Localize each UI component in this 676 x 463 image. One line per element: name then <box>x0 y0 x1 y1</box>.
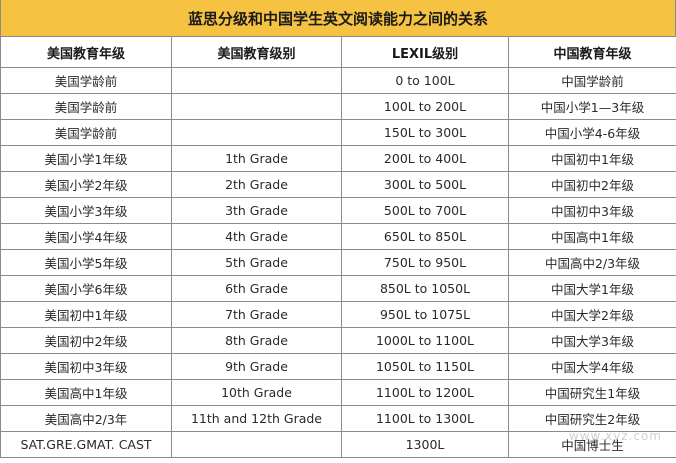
cell-us-grade: 美国初中2年级 <box>0 327 172 354</box>
cell-lexile-range: 500L to 700L <box>341 197 509 224</box>
cell-china-grade: 中国大学3年级 <box>508 327 676 354</box>
cell-us-level: 1th Grade <box>171 145 342 172</box>
cell-us-grade: 美国小学5年级 <box>0 249 172 276</box>
cell-china-grade: 中国小学4-6年级 <box>508 119 676 146</box>
cell-us-grade: 美国小学2年级 <box>0 171 172 198</box>
cell-china-grade: 中国初中3年级 <box>508 197 676 224</box>
table-row: 美国小学4年级 4th Grade 650L to 850L 中国高中1年级 <box>0 223 676 250</box>
cell-us-grade: 美国初中3年级 <box>0 353 172 380</box>
cell-lexile-range: 1050L to 1150L <box>341 353 509 380</box>
cell-lexile-range: 950L to 1075L <box>341 301 509 328</box>
header-us-level: 美国教育级别 <box>171 36 342 68</box>
header-china-grade: 中国教育年级 <box>508 36 676 68</box>
cell-us-level: 10th Grade <box>171 379 342 406</box>
cell-lexile-range: 150L to 300L <box>341 119 509 146</box>
cell-us-level: 6th Grade <box>171 275 342 302</box>
cell-us-level: 2th Grade <box>171 171 342 198</box>
cell-china-grade: 中国高中2/3年级 <box>508 249 676 276</box>
cell-china-grade: 中国小学1—3年级 <box>508 93 676 120</box>
cell-us-grade: 美国学龄前 <box>0 67 172 94</box>
cell-us-grade: 美国小学1年级 <box>0 145 172 172</box>
cell-us-level <box>171 119 342 146</box>
table-row: 美国小学6年级 6th Grade 850L to 1050L 中国大学1年级 <box>0 275 676 302</box>
cell-us-grade: 美国小学4年级 <box>0 223 172 250</box>
cell-lexile-range: 300L to 500L <box>341 171 509 198</box>
cell-us-grade: 美国学龄前 <box>0 119 172 146</box>
cell-china-grade: 中国初中2年级 <box>508 171 676 198</box>
header-row: 美国教育年级 美国教育级别 LEXIL级别 中国教育年级 <box>0 36 676 68</box>
cell-china-grade: 中国大学2年级 <box>508 301 676 328</box>
cell-us-grade: SAT.GRE.GMAT. CAST <box>0 431 172 458</box>
cell-us-grade: 美国高中2/3年 <box>0 405 172 432</box>
cell-china-grade: 中国初中1年级 <box>508 145 676 172</box>
cell-lexile-range: 1100L to 1200L <box>341 379 509 406</box>
cell-us-grade: 美国小学3年级 <box>0 197 172 224</box>
cell-lexile-range: 750L to 950L <box>341 249 509 276</box>
cell-us-level <box>171 93 342 120</box>
header-lexile-level: LEXIL级别 <box>341 36 509 68</box>
header-us-grade: 美国教育年级 <box>0 36 172 68</box>
cell-us-level: 8th Grade <box>171 327 342 354</box>
table-row: 美国学龄前 150L to 300L 中国小学4-6年级 <box>0 119 676 146</box>
table-body: 美国学龄前 0 to 100L 中国学龄前 美国学龄前 100L to 200L 中国小学… <box>0 67 676 458</box>
cell-us-level <box>171 67 342 94</box>
cell-china-grade: 中国研究生1年级 <box>508 379 676 406</box>
cell-us-level: 11th and 12th Grade <box>171 405 342 432</box>
cell-lexile-range: 1300L <box>341 431 509 458</box>
cell-us-level: 9th Grade <box>171 353 342 380</box>
cell-china-grade: 中国学龄前 <box>508 67 676 94</box>
cell-china-grade: 中国博士生 <box>508 431 676 458</box>
table-row: 美国小学1年级 1th Grade 200L to 400L 中国初中1年级 <box>0 145 676 172</box>
table-row: 美国小学3年级 3th Grade 500L to 700L 中国初中3年级 <box>0 197 676 224</box>
table-title: 蓝思分级和中国学生英文阅读能力之间的关系 <box>0 0 676 36</box>
cell-lexile-range: 850L to 1050L <box>341 275 509 302</box>
table-row: 美国小学2年级 2th Grade 300L to 500L 中国初中2年级 <box>0 171 676 198</box>
table-row: 美国高中2/3年 11th and 12th Grade 1100L to 1300… <box>0 405 676 432</box>
cell-china-grade: 中国大学4年级 <box>508 353 676 380</box>
cell-us-level: 4th Grade <box>171 223 342 250</box>
table-row: SAT.GRE.GMAT. CAST 1300L 中国博士生 <box>0 431 676 458</box>
table-row: 美国学龄前 100L to 200L 中国小学1—3年级 <box>0 93 676 120</box>
cell-us-level: 5th Grade <box>171 249 342 276</box>
grade-comparison-table: 美国教育年级 美国教育级别 LEXIL级别 中国教育年级 美国学龄前 0 to 1… <box>0 36 676 458</box>
cell-us-grade: 美国初中1年级 <box>0 301 172 328</box>
cell-lexile-range: 1100L to 1300L <box>341 405 509 432</box>
cell-lexile-range: 200L to 400L <box>341 145 509 172</box>
cell-china-grade: 中国高中1年级 <box>508 223 676 250</box>
cell-us-level: 7th Grade <box>171 301 342 328</box>
cell-us-level <box>171 431 342 458</box>
cell-us-grade: 美国小学6年级 <box>0 275 172 302</box>
cell-us-grade: 美国高中1年级 <box>0 379 172 406</box>
cell-china-grade: 中国研究生2年级 <box>508 405 676 432</box>
cell-us-level: 3th Grade <box>171 197 342 224</box>
table-row: 美国初中1年级 7th Grade 950L to 1075L 中国大学2年级 <box>0 301 676 328</box>
cell-us-grade: 美国学龄前 <box>0 93 172 120</box>
cell-lexile-range: 1000L to 1100L <box>341 327 509 354</box>
cell-china-grade: 中国大学1年级 <box>508 275 676 302</box>
cell-lexile-range: 650L to 850L <box>341 223 509 250</box>
table-row: 美国初中2年级 8th Grade 1000L to 1100L 中国大学3年级 <box>0 327 676 354</box>
table-row: 美国小学5年级 5th Grade 750L to 950L 中国高中2/3年级 <box>0 249 676 276</box>
table-row: 美国学龄前 0 to 100L 中国学龄前 <box>0 67 676 94</box>
table-row: 美国初中3年级 9th Grade 1050L to 1150L 中国大学4年级 <box>0 353 676 380</box>
cell-lexile-range: 100L to 200L <box>341 93 509 120</box>
cell-lexile-range: 0 to 100L <box>341 67 509 94</box>
table-row: 美国高中1年级 10th Grade 1100L to 1200L 中国研究生1年级 <box>0 379 676 406</box>
